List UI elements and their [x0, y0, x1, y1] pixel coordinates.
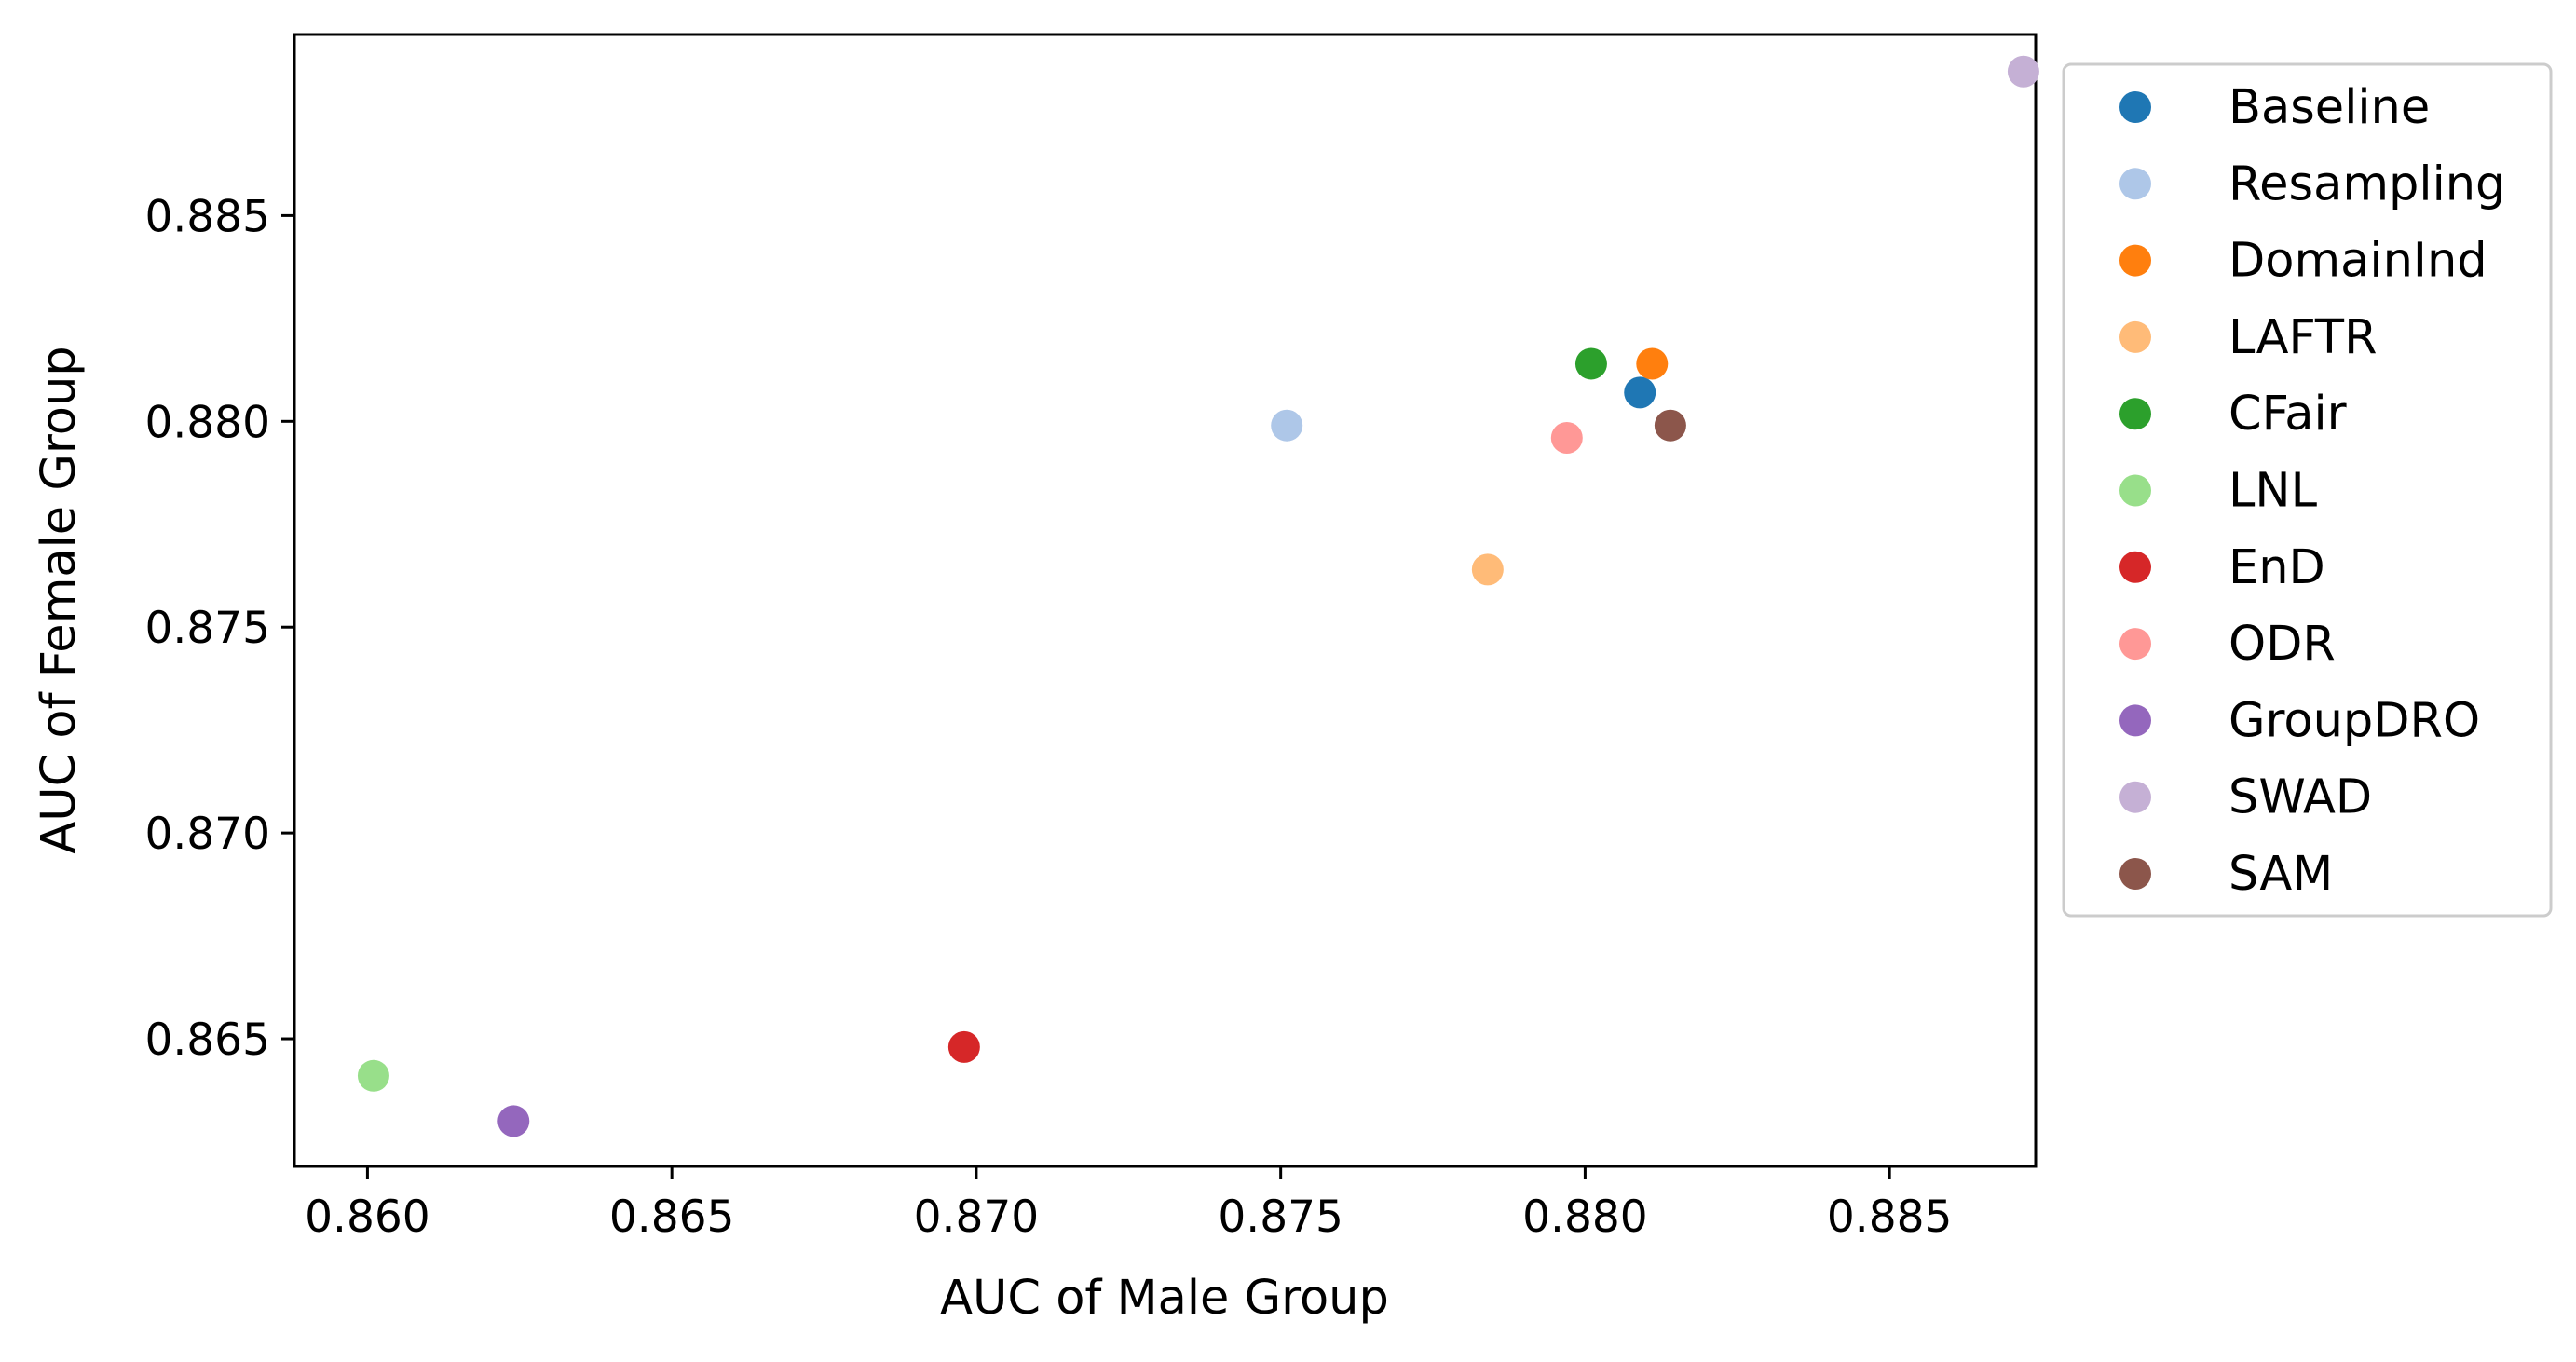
scatter-point-baseline	[1624, 376, 1656, 409]
legend-marker	[2119, 704, 2151, 737]
y-tick-label: 0.875	[144, 603, 270, 654]
x-axis-label: AUC of Male Group	[940, 1271, 1389, 1326]
scatter-point-end	[947, 1030, 980, 1063]
legend-marker	[2119, 551, 2151, 583]
scatter-point-laftr	[1471, 553, 1504, 586]
x-tick-label: 0.865	[609, 1192, 735, 1243]
legend-label: CFair	[2228, 387, 2347, 442]
legend-label: SWAD	[2228, 770, 2372, 825]
legend-label: Baseline	[2228, 80, 2430, 135]
legend-item-baseline: Baseline	[2119, 80, 2430, 135]
legend-label: LNL	[2228, 464, 2318, 519]
legend-marker	[2119, 474, 2151, 507]
scatter-point-sam	[1654, 409, 1686, 442]
x-tick-label: 0.875	[1218, 1192, 1343, 1243]
scatter-point-resampling	[1271, 409, 1303, 442]
x-axis-ticks: 0.860 0.865 0.870 0.875 0.880 0.885	[305, 1166, 1952, 1243]
legend-item-resampling: Resampling	[2119, 157, 2505, 211]
y-tick-label: 0.880	[144, 397, 270, 448]
x-tick-label: 0.880	[1522, 1192, 1648, 1243]
legend-item-swad: SWAD	[2119, 770, 2372, 825]
y-tick-label: 0.885	[144, 191, 270, 242]
legend-marker	[2119, 168, 2151, 200]
legend-item-laftr: LAFTR	[2119, 310, 2378, 365]
y-tick-label: 0.870	[144, 809, 270, 860]
x-tick-label: 0.870	[914, 1192, 1040, 1243]
y-axis-label: AUC of Female Group	[32, 346, 87, 853]
plot-area-frame	[293, 33, 2038, 1168]
legend-label: LAFTR	[2228, 310, 2378, 365]
legend-label: ODR	[2228, 617, 2336, 672]
legend-marker	[2119, 781, 2151, 813]
legend-label: SAM	[2228, 847, 2333, 902]
legend-marker	[2119, 858, 2151, 890]
legend-item-sam: SAM	[2119, 847, 2333, 902]
scatter-point-odr	[1550, 421, 1583, 454]
x-tick-label: 0.860	[305, 1192, 430, 1243]
legend-item-domainind: DomainInd	[2119, 234, 2487, 289]
scatter-point-domainind	[1636, 347, 1669, 380]
x-tick-label: 0.885	[1827, 1192, 1953, 1243]
legend-label: DomainInd	[2228, 234, 2487, 289]
scatter-point-groupdro	[497, 1105, 530, 1137]
legend-marker	[2119, 244, 2151, 277]
legend-marker	[2119, 91, 2151, 123]
legend-marker	[2119, 628, 2151, 661]
y-axis-ticks: 0.865 0.870 0.875 0.880 0.885	[144, 191, 294, 1066]
legend-label: Resampling	[2228, 157, 2505, 211]
legend-frame	[2062, 62, 2553, 918]
legend-item-groupdro: GroupDRO	[2119, 693, 2480, 748]
scatter-point-swad	[2007, 55, 2039, 88]
scatter-point-lnl	[357, 1059, 389, 1092]
scatter-point-cfair	[1574, 347, 1607, 380]
legend-items: Baseline Resampling DomainInd LAFTR CFair LNL…	[2119, 80, 2505, 902]
legend-item-odr: ODR	[2119, 617, 2336, 672]
legend-marker	[2119, 320, 2151, 353]
marks-layer	[357, 55, 2039, 1137]
legend-item-lnl: LNL	[2119, 464, 2318, 519]
legend-marker	[2119, 398, 2151, 430]
legend-item-end: EnD	[2119, 540, 2325, 595]
y-tick-label: 0.865	[144, 1015, 270, 1066]
legend-item-cfair: CFair	[2119, 387, 2347, 442]
legend-label: EnD	[2228, 540, 2325, 595]
legend-label: GroupDRO	[2228, 693, 2480, 748]
legend: Baseline Resampling DomainInd LAFTR CFair LNL…	[2062, 62, 2553, 918]
